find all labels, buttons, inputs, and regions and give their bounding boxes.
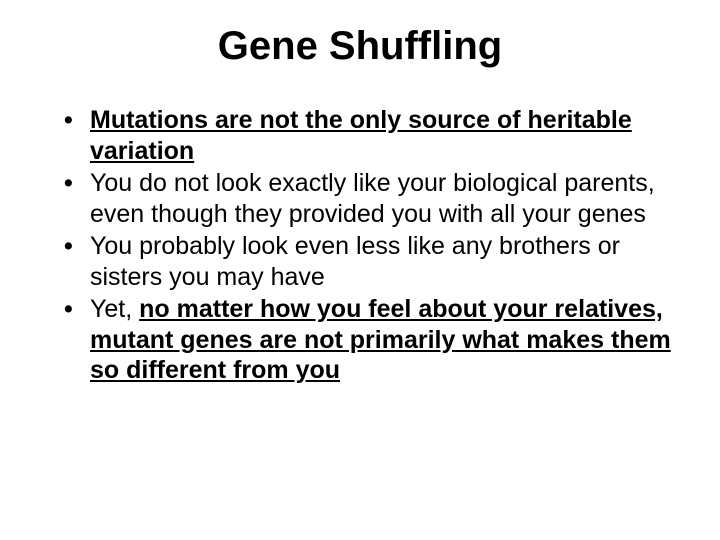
bullet-item: Yet, no matter how you feel about your r… [72, 294, 672, 386]
bullet-item: You probably look even less like any bro… [72, 231, 672, 292]
bullet-segment: You probably look even less like any bro… [90, 232, 620, 291]
bullet-segment: Mutations are not the only source of her… [90, 106, 632, 165]
bullet-item: Mutations are not the only source of her… [72, 105, 672, 166]
bullet-segment: You do not look exactly like your biolog… [90, 169, 655, 228]
bullet-segment: Yet, [90, 295, 139, 323]
slide-title: Gene Shuffling [48, 24, 672, 69]
bullet-list: Mutations are not the only source of her… [48, 105, 672, 386]
bullet-item: You do not look exactly like your biolog… [72, 168, 672, 229]
bullet-segment: no matter how you feel about your relati… [90, 295, 671, 384]
